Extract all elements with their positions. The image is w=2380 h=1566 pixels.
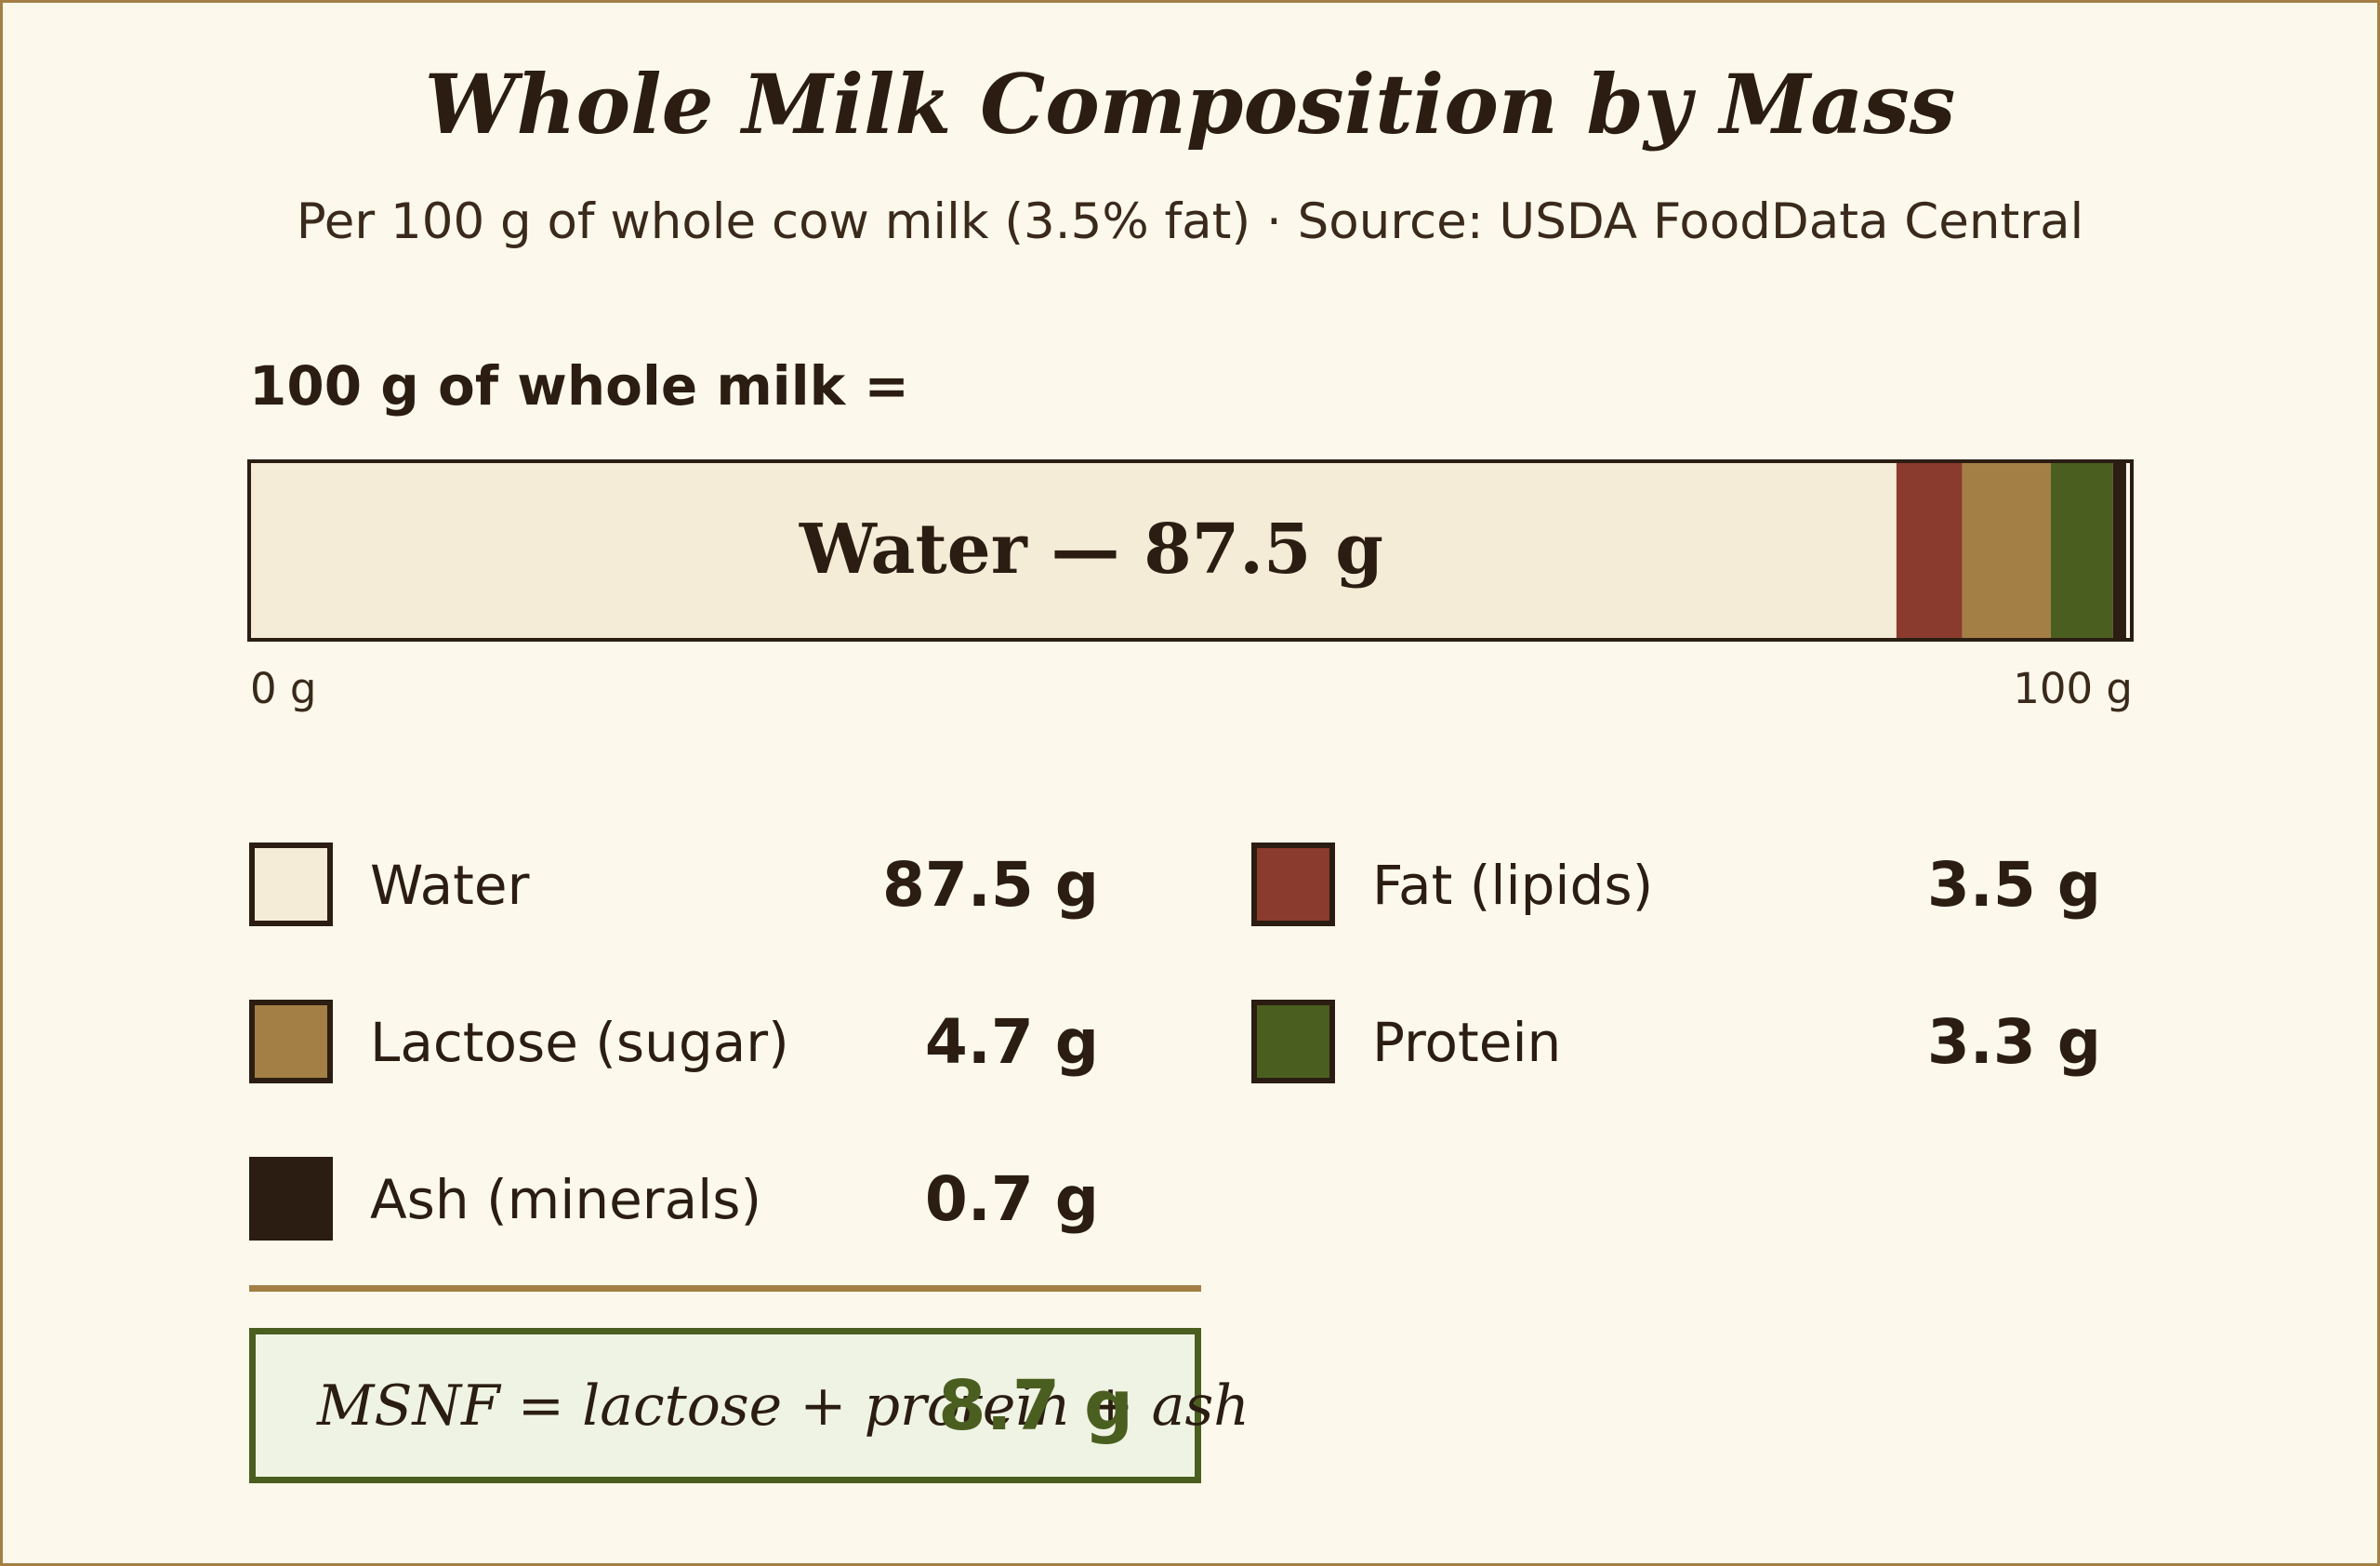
legend-item-protein: Protein 3.3 g [1251,1000,2101,1085]
bar-segment-ash-minerals [2112,461,2126,640]
bar-segment-water [249,461,1897,640]
bar-segment-lactose-sugar [1962,461,2051,640]
legend-swatch [1251,843,1335,926]
divider [249,1285,1201,1292]
msnf-summary-box: MSNF = lactose + protein + ash 8.7 g [249,1328,1250,1483]
chart-title: Whole Milk Composition by Mass [424,56,1956,153]
legend-item-water: Water 87.5 g [249,843,1099,928]
legend-swatch [249,1157,333,1241]
stacked-bar-chart: Water — 87.5 g [247,459,2134,642]
legend-name: Lactose (sugar) [370,1011,789,1074]
legend-value: 3.5 g [1926,849,2101,921]
axis-end-label: 100 g [2013,664,2133,713]
legend-value: 3.3 g [1926,1006,2101,1078]
legend-item-lactose-sugar: Lactose (sugar) 4.7 g [249,1000,1099,1085]
legend-swatch [249,1000,333,1083]
bar-inner-label: Water — 87.5 g [799,510,1383,590]
legend-item-ash-minerals: Ash (minerals) 0.7 g [249,1157,1099,1242]
legend-name: Ash (minerals) [370,1168,762,1231]
legend-value: 4.7 g [924,1006,1099,1078]
chart-subtitle: Per 100 g of whole cow milk (3.5% fat) ·… [296,193,2084,250]
legend-name: Water [370,854,530,917]
msnf-formula: MSNF = lactose + protein + ash [317,1373,1250,1439]
legend-name: Protein [1372,1011,1562,1074]
legend-value: 87.5 g [881,849,1099,921]
bar-segment-protein [2050,461,2113,640]
legend-swatch [249,843,333,926]
msnf-value: 8.7 g [938,1365,1133,1446]
legend-item-fat-lipids: Fat (lipids) 3.5 g [1251,843,2101,928]
axis-start-label: 0 g [250,664,317,713]
bar-heading: 100 g of whole milk = [249,354,909,418]
legend-name: Fat (lipids) [1372,854,1654,917]
legend-swatch [1251,1000,1335,1083]
bar-outline [247,459,2134,642]
bar-segment-fat-lipids [1896,461,1963,640]
legend-value: 0.7 g [924,1163,1099,1235]
